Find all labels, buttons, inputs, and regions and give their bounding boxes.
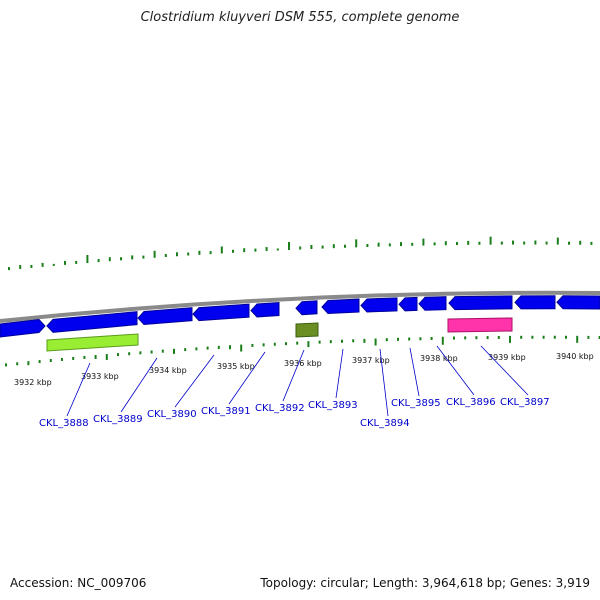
cds-arrow	[46, 311, 138, 333]
scale-tick-label: 3937 kbp	[352, 356, 390, 365]
genome-summary: Topology: circular; Length: 3,964,618 bp…	[260, 576, 590, 590]
cds-arrow	[514, 295, 556, 310]
gene-label[interactable]: CKL_3890	[147, 409, 197, 420]
cds-arrow	[360, 297, 398, 313]
cds-arrow	[398, 296, 418, 312]
scale-tick-label: 3935 kbp	[217, 362, 255, 371]
cds-arrow	[137, 307, 193, 326]
gene-leader-line	[120, 357, 158, 413]
cds-arrow	[250, 301, 280, 318]
genome-backbone	[0, 290, 600, 323]
feature-pink[interactable]	[447, 317, 513, 333]
cds-arrow	[295, 300, 318, 316]
gene-label[interactable]: CKL_3889	[93, 414, 143, 425]
cds-arrow	[448, 295, 513, 311]
cds-arrow	[0, 319, 46, 338]
map-title: Clostridium kluyveri DSM 555, complete g…	[140, 10, 460, 25]
cds-track	[0, 295, 600, 338]
gene-labels: CKL_3888 CKL_3889 CKL_3890 CKL_3891 CKL_3892…	[39, 345, 550, 429]
feature-olive[interactable]	[295, 322, 319, 338]
scale-tick-label: 3940 kbp	[556, 352, 594, 361]
inner-gc-ticks	[5, 335, 600, 367]
feature-track	[46, 317, 513, 352]
scale-tick-label: 3933 kbp	[81, 372, 119, 381]
gene-label[interactable]: CKL_3888	[39, 418, 89, 429]
gene-leader-line	[480, 345, 529, 396]
gene-leader-line	[66, 362, 91, 417]
cds-arrow	[321, 298, 360, 315]
scale-tick-label: 3934 kbp	[149, 366, 187, 375]
gene-leader-line	[174, 354, 215, 408]
gene-leader-line	[379, 348, 389, 417]
scale-tick-label: 3932 kbp	[14, 378, 52, 387]
accession-text: Accession: NC_009706	[10, 576, 147, 590]
scale-tick-label: 3936 kbp	[284, 359, 322, 368]
gene-label[interactable]: CKL_3894	[360, 418, 410, 429]
feature-lime[interactable]	[46, 333, 139, 352]
gene-label[interactable]: CKL_3893	[308, 400, 358, 411]
gene-label[interactable]: CKL_3896	[446, 397, 496, 408]
gene-label[interactable]: CKL_3897	[500, 397, 550, 408]
scale-labels: 3932 kbp 3933 kbp 3934 kbp 3935 kbp 3936 kbp…	[14, 352, 594, 387]
scale-tick-label: 3939 kbp	[488, 353, 526, 362]
gene-leader-line	[436, 345, 475, 396]
gene-label[interactable]: CKL_3895	[391, 398, 441, 409]
gene-leader-line	[409, 347, 420, 397]
outer-gc-ticks	[8, 236, 593, 271]
gene-label[interactable]: CKL_3891	[201, 406, 251, 417]
cds-arrow	[192, 303, 250, 322]
gene-label[interactable]: CKL_3892	[255, 403, 305, 414]
scale-tick-label: 3938 kbp	[420, 354, 458, 363]
gene-leader-line	[282, 349, 305, 402]
cds-arrow	[556, 295, 600, 310]
gene-leader-line	[228, 351, 266, 405]
cds-arrow	[418, 296, 447, 311]
gene-leader-line	[335, 348, 344, 399]
